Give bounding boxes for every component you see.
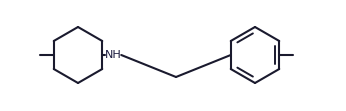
Text: NH: NH (105, 50, 122, 60)
